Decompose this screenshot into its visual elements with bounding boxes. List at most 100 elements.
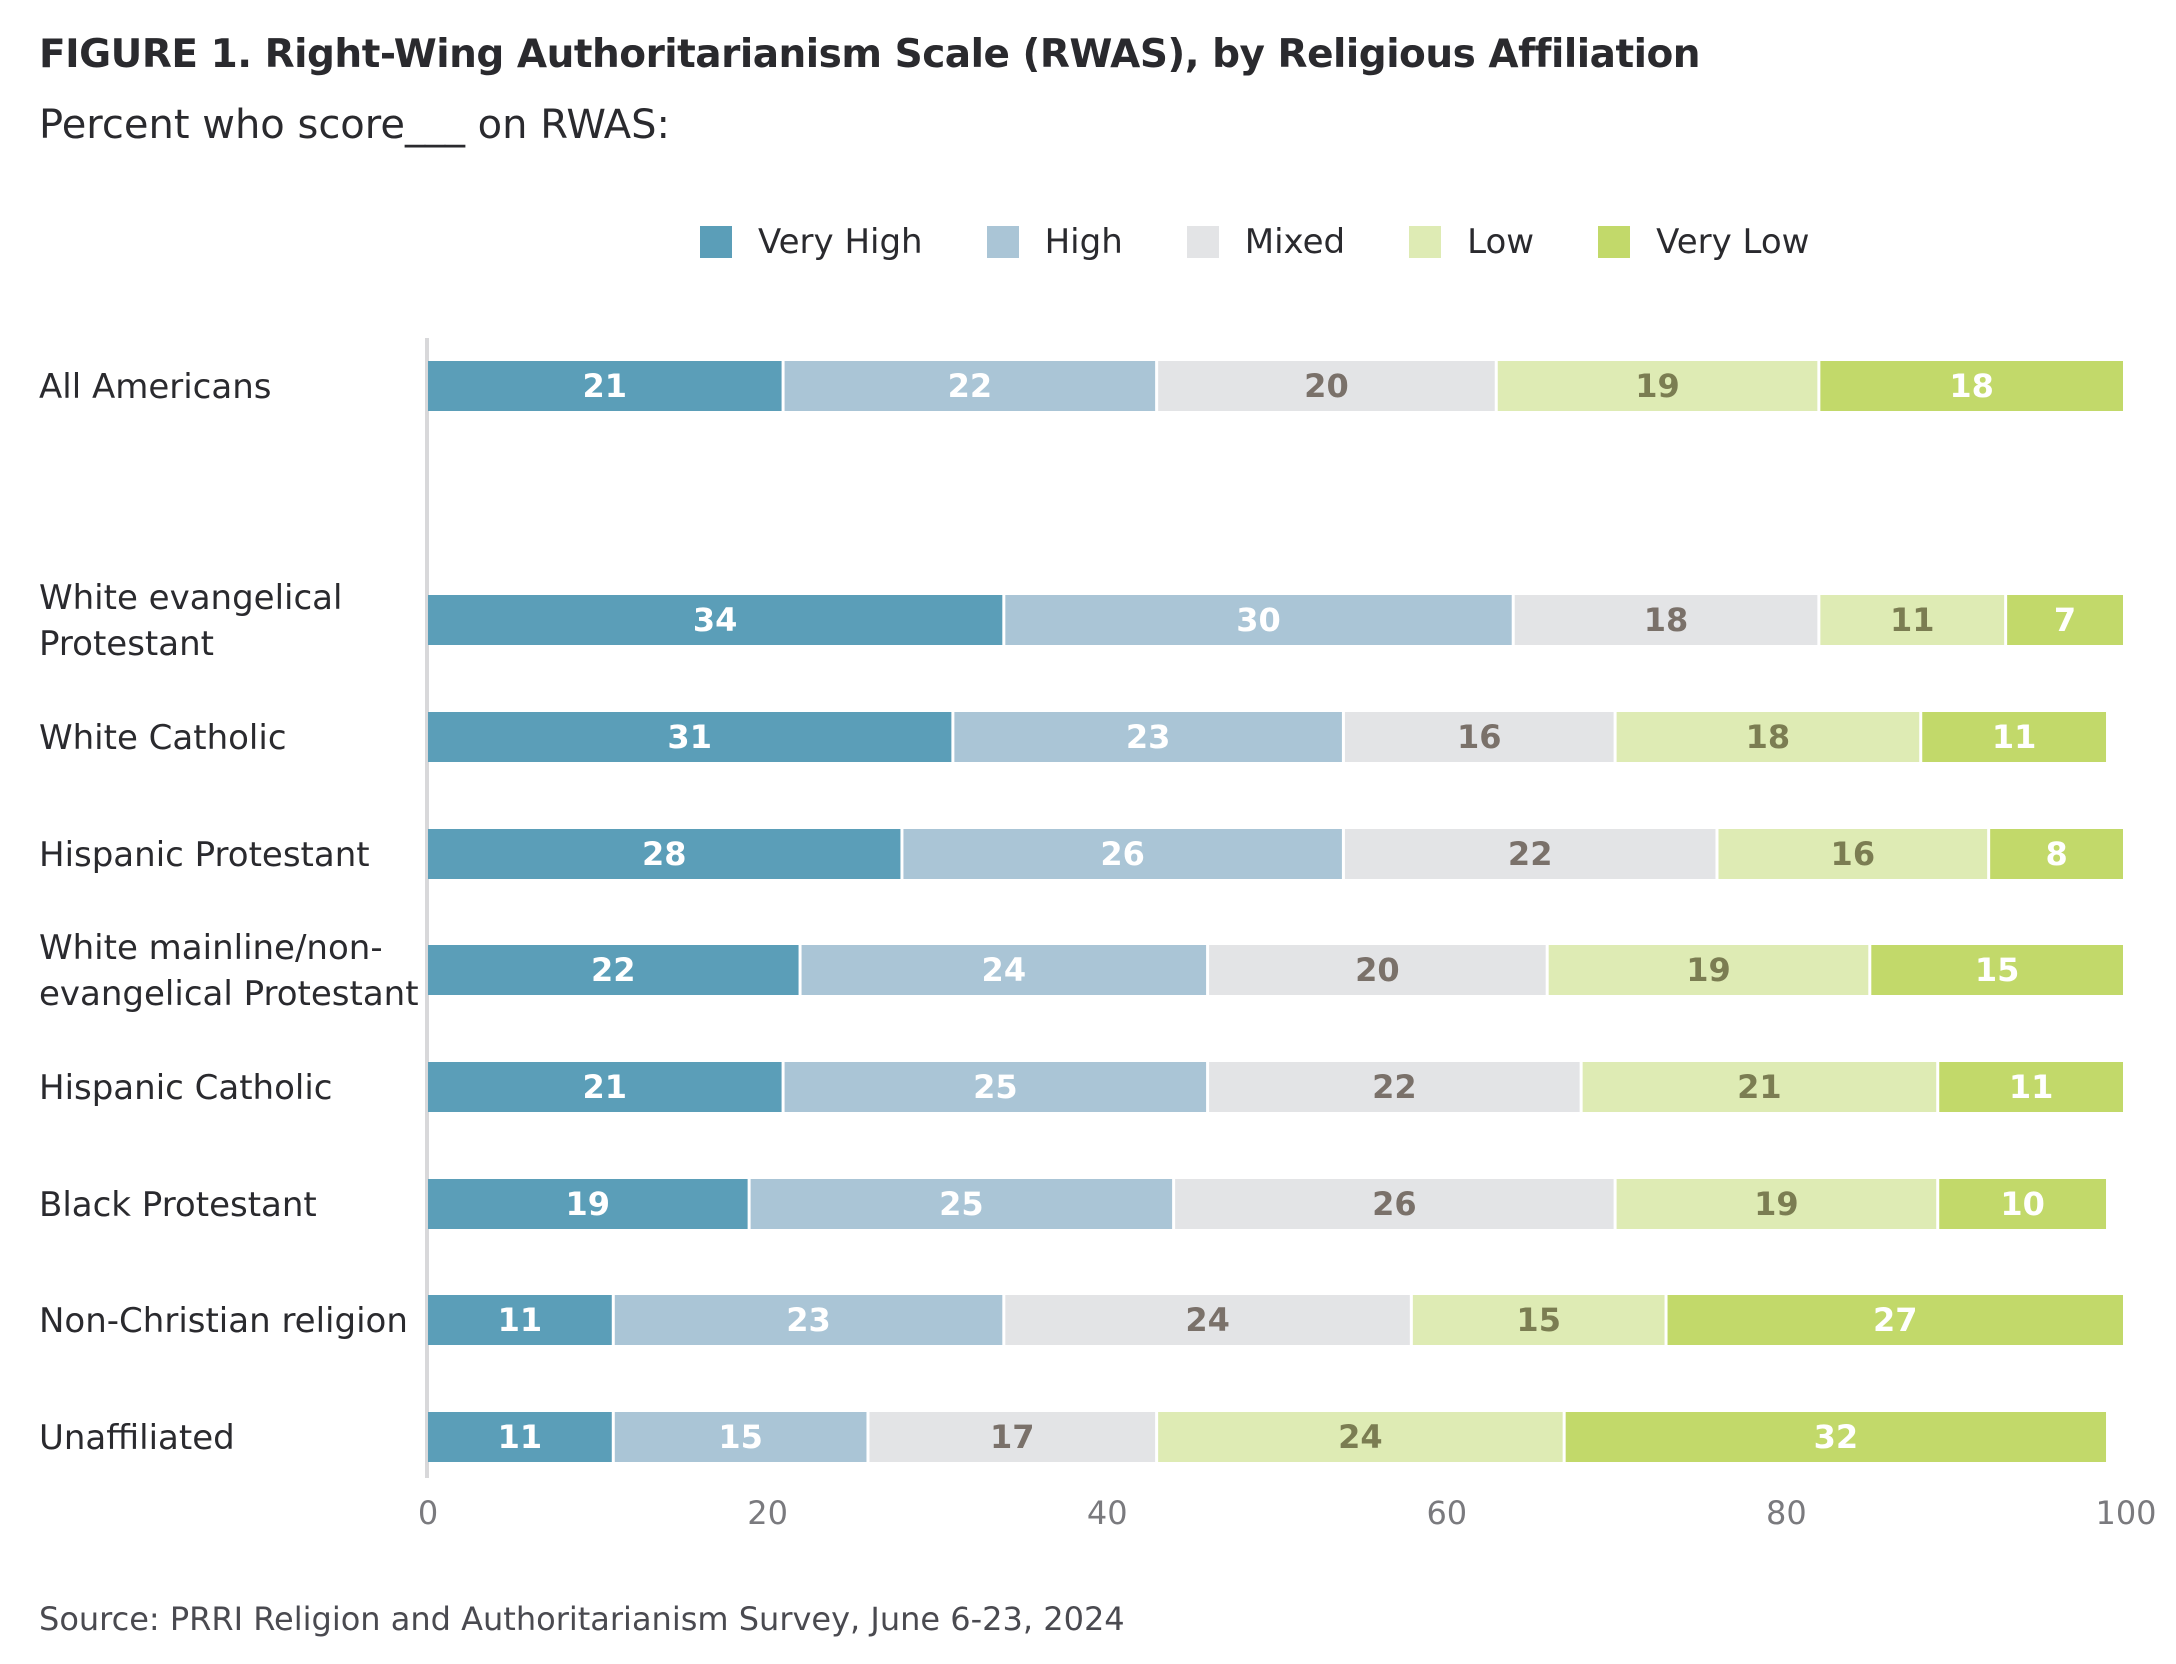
data-label: 20: [1355, 951, 1400, 989]
data-label: 24: [982, 951, 1027, 989]
category-label: All Americans: [39, 367, 271, 407]
legend-label: High: [1044, 222, 1123, 262]
category-label: White evangelical: [39, 578, 342, 618]
bar-segment-very-low: [1939, 1179, 2107, 1229]
legend: Very High High Mixed Low Very Low: [700, 222, 1873, 262]
bar-segment-low: [1548, 945, 1869, 995]
bar-segment-very-low: [1871, 945, 2123, 995]
bar-segment-very-high: [428, 1295, 612, 1345]
data-label: 19: [1686, 951, 1731, 989]
legend-swatch: [700, 226, 732, 258]
data-label: 21: [583, 367, 628, 405]
bar-segment-very-high: [428, 945, 799, 995]
data-label: 22: [1508, 835, 1553, 873]
legend-label: Low: [1467, 222, 1535, 262]
category-label: Unaffiliated: [39, 1418, 235, 1458]
category-label: Non-Christian religion: [39, 1301, 408, 1341]
legend-swatch: [986, 226, 1019, 258]
chart-subtitle: Percent who score___ on RWAS:: [39, 102, 670, 148]
data-label: 11: [1890, 601, 1935, 639]
legend-item-mixed: Mixed: [1186, 222, 1346, 262]
category-label: Protestant: [39, 624, 214, 664]
bar-segment-mixed: [1175, 1179, 1614, 1229]
data-label: 18: [1644, 601, 1689, 639]
data-label: 11: [2009, 1068, 2054, 1106]
data-label: 21: [583, 1068, 628, 1106]
data-label: 11: [1992, 718, 2037, 756]
bar-segment-low: [1582, 1062, 1937, 1112]
bar-segment-mixed: [1344, 712, 1614, 762]
category-label: White mainline/non-: [39, 928, 383, 968]
bar-segment-low: [1718, 829, 1988, 879]
bar-segment-mixed: [1158, 361, 1495, 411]
category-label: Black Protestant: [39, 1185, 317, 1225]
data-label: 16: [1831, 835, 1876, 873]
bar-segment-mixed: [869, 1412, 1156, 1462]
data-label: 27: [1873, 1301, 1918, 1339]
bar-segment-very-high: [428, 1179, 748, 1229]
category-label: Hispanic Protestant: [39, 835, 370, 875]
x-tick-label: 40: [1087, 1494, 1128, 1532]
bar-segment-high: [614, 1295, 1003, 1345]
data-label: 32: [1814, 1418, 1859, 1456]
legend-swatch: [1186, 226, 1219, 258]
data-label: 15: [718, 1418, 763, 1456]
bar-segment-high: [750, 1179, 1173, 1229]
bar-segment-very-low: [2007, 595, 2123, 645]
legend-label: Mixed: [1244, 222, 1346, 262]
bar-segment-high: [801, 945, 1207, 995]
bar-segment-very-high: [428, 712, 952, 762]
legend-item-very-low: Very Low: [1598, 222, 1809, 262]
data-label: 19: [566, 1185, 611, 1223]
data-label: 34: [693, 601, 738, 639]
x-tick-label: 80: [1766, 1494, 1807, 1532]
bar-segment-mixed: [1209, 1062, 1580, 1112]
legend-label: Very Low: [1656, 222, 1810, 262]
data-label: 30: [1236, 601, 1281, 639]
bar-segment-high: [614, 1412, 867, 1462]
bar-segment-very-high: [428, 1412, 612, 1462]
data-label: 18: [1949, 367, 1994, 405]
data-label: 20: [1304, 367, 1349, 405]
data-label: 25: [939, 1185, 984, 1223]
bar-segment-very-low: [1820, 361, 2123, 411]
data-label: 10: [2000, 1185, 2045, 1223]
bar-segment-mixed: [1209, 945, 1546, 995]
bar-segment-very-high: [428, 829, 901, 879]
bar-segment-low: [1616, 712, 1920, 762]
data-label: 11: [498, 1301, 543, 1339]
bar-segment-low: [1412, 1295, 1665, 1345]
x-tick-label: 0: [418, 1494, 438, 1532]
data-label: 21: [1737, 1068, 1782, 1106]
data-label: 19: [1635, 367, 1680, 405]
data-label: 15: [1516, 1301, 1561, 1339]
data-label: 15: [1975, 951, 2020, 989]
x-tick-label: 60: [1426, 1494, 1467, 1532]
bar-segment-very-low: [1939, 1062, 2123, 1112]
bar-segment-very-low: [1565, 1412, 2107, 1462]
data-label: 8: [2045, 835, 2067, 873]
bar-segment-very-low: [1667, 1295, 2123, 1345]
data-label: 24: [1185, 1301, 1230, 1339]
data-label: 22: [1372, 1068, 1417, 1106]
legend-item-very-high: Very High: [700, 222, 923, 262]
data-label: 25: [973, 1068, 1018, 1106]
bar-segment-high: [784, 361, 1156, 411]
category-label: Hispanic Catholic: [39, 1068, 332, 1108]
bar-segment-very-high: [428, 361, 782, 411]
x-tick-label: 100: [2095, 1494, 2156, 1532]
x-tick-label: 20: [747, 1494, 788, 1532]
data-label: 31: [667, 718, 712, 756]
data-label: 7: [2054, 601, 2076, 639]
bar-segment-mixed: [1344, 829, 1716, 879]
data-label: 26: [1372, 1185, 1417, 1223]
bar-segment-high: [784, 1062, 1207, 1112]
data-label: 11: [498, 1418, 543, 1456]
bar-segment-low: [1158, 1412, 1563, 1462]
bar-segment-very-high: [428, 1062, 782, 1112]
data-label: 22: [591, 951, 636, 989]
data-label: 28: [642, 835, 687, 873]
category-label: White Catholic: [39, 718, 287, 758]
legend-label: Very High: [758, 222, 923, 262]
